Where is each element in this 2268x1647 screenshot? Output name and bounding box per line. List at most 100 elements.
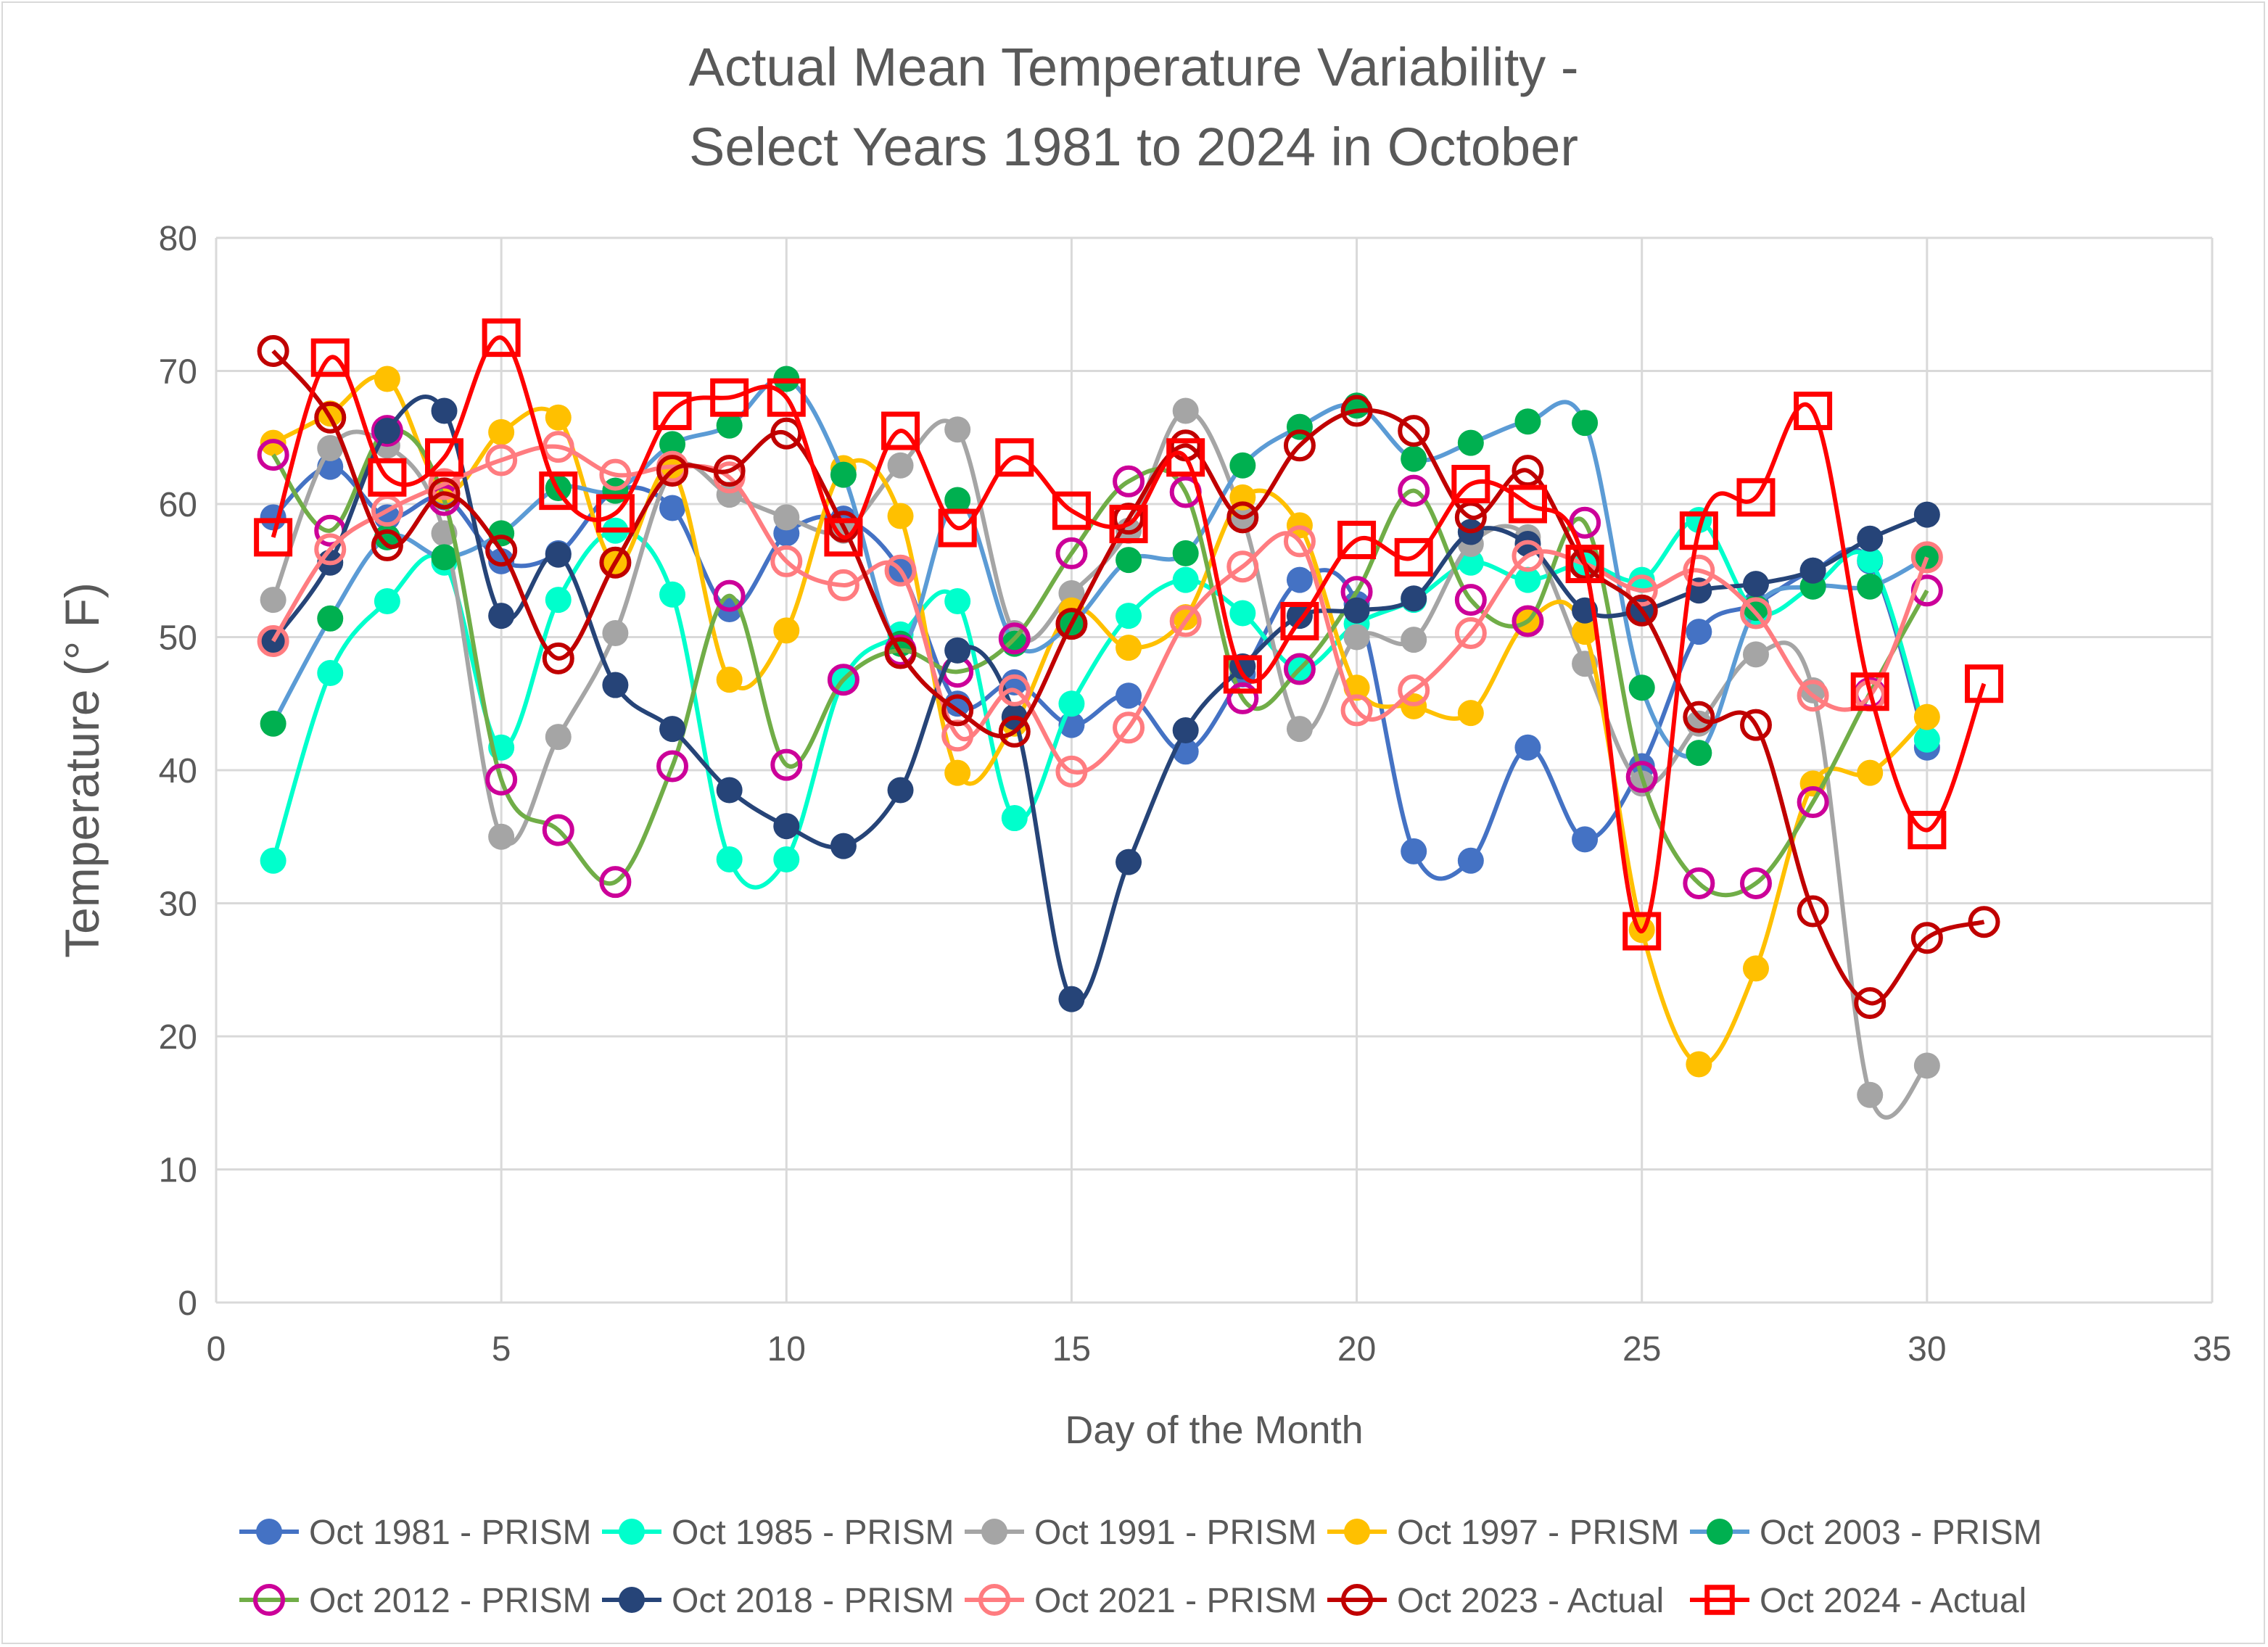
legend-item: Oct 2003 - PRISM <box>1690 1514 2042 1552</box>
x-tick-label: 25 <box>1622 1330 1661 1369</box>
chart-title-line-1: Actual Mean Temperature Variability - <box>688 37 1578 97</box>
data-point <box>1116 603 1142 630</box>
data-point <box>1512 540 1544 572</box>
data-point <box>371 495 403 527</box>
legend-marker-icon <box>619 1587 645 1613</box>
data-point <box>1512 455 1544 487</box>
data-point <box>1401 585 1427 612</box>
data-point <box>1625 574 1658 607</box>
y-tick-label: 30 <box>159 886 197 924</box>
data-point <box>1857 547 1884 574</box>
legend-marker-icon <box>1704 1585 1735 1615</box>
tick-labels: 0 10 20 30 40 50 60 70 80 0 5 10 15 20 25 30 35 <box>159 220 2232 1369</box>
data-point <box>310 338 350 377</box>
data-point <box>1572 410 1599 437</box>
data-point <box>1055 537 1088 569</box>
legend-item: Oct 2012 - PRISM <box>239 1582 591 1620</box>
series-oct-2023-actual <box>257 334 2000 1020</box>
data-point <box>1223 655 1262 694</box>
data-point <box>998 622 1031 655</box>
data-point <box>371 529 403 561</box>
data-point <box>1172 540 1199 566</box>
legend-label: Oct 2023 - Actual <box>1397 1582 1664 1620</box>
data-point <box>371 415 403 447</box>
data-point <box>257 334 289 367</box>
y-tick-label: 80 <box>159 220 197 258</box>
data-point <box>1401 627 1427 653</box>
data-point <box>488 418 515 445</box>
data-point <box>767 378 806 417</box>
legend-marker-icon <box>253 1584 285 1616</box>
data-point <box>431 544 458 571</box>
data-point <box>1625 761 1658 793</box>
data-point <box>1739 597 1772 630</box>
data-point <box>1854 987 1886 1020</box>
legend-item: Oct 1985 - PRISM <box>602 1514 954 1552</box>
data-point <box>1799 557 1826 584</box>
legend-label: Oct 2024 - Actual <box>1760 1582 2026 1620</box>
data-point <box>770 748 803 781</box>
data-point <box>1686 619 1712 645</box>
x-tick-label: 15 <box>1052 1330 1091 1369</box>
data-point <box>1457 429 1484 456</box>
data-point <box>1116 682 1142 709</box>
data-point <box>710 378 749 417</box>
legend-marker-icon <box>256 1519 282 1545</box>
data-point <box>773 617 800 644</box>
data-point <box>485 763 518 796</box>
data-point <box>659 495 686 521</box>
legend-item: Oct 2018 - PRISM <box>602 1582 954 1620</box>
data-point <box>1337 521 1377 560</box>
data-point <box>1283 653 1316 685</box>
data-point <box>1857 525 1884 552</box>
data-point <box>1055 608 1088 640</box>
data-point <box>485 444 518 476</box>
x-tick-label: 10 <box>767 1330 806 1369</box>
data-point <box>713 579 746 612</box>
legend-item: Oct 2023 - Actual <box>1327 1582 1664 1620</box>
data-point <box>1572 826 1599 853</box>
data-point <box>545 724 572 751</box>
data-point <box>1857 759 1884 786</box>
legend-marker-icon <box>978 1584 1010 1616</box>
data-point <box>716 666 743 693</box>
data-point <box>941 694 974 727</box>
data-point <box>260 847 286 874</box>
data-point <box>1686 1051 1712 1078</box>
data-point <box>1401 445 1427 472</box>
data-point <box>827 569 859 601</box>
data-point <box>881 411 920 450</box>
data-point <box>1565 545 1604 584</box>
data-point <box>659 431 686 458</box>
data-point <box>545 404 572 431</box>
data-point <box>425 438 464 477</box>
x-tick-label: 20 <box>1337 1330 1376 1369</box>
data-point <box>1454 501 1487 534</box>
data-point <box>1398 474 1430 507</box>
data-point <box>1857 573 1884 600</box>
data-point <box>716 846 743 872</box>
data-point <box>1401 838 1427 864</box>
data-point <box>1058 986 1085 1012</box>
data-point <box>1910 922 1943 954</box>
data-point <box>1229 600 1256 627</box>
data-point <box>656 750 689 783</box>
data-point <box>1739 867 1772 899</box>
data-point <box>1401 693 1427 719</box>
data-point <box>1113 465 1145 498</box>
data-point <box>998 674 1031 706</box>
data-point <box>884 637 917 669</box>
x-tick-label: 35 <box>2193 1330 2231 1369</box>
data-point <box>1683 867 1715 899</box>
data-point <box>944 416 971 443</box>
legend-item: Oct 2024 - Actual <box>1690 1582 2026 1620</box>
data-point <box>1340 694 1373 727</box>
y-tick-label: 40 <box>159 752 197 791</box>
data-point <box>1113 711 1145 744</box>
data-point <box>1742 571 1769 598</box>
data-point <box>602 619 629 646</box>
data-point <box>1514 408 1541 435</box>
data-point <box>1742 955 1769 982</box>
data-point <box>1166 438 1205 477</box>
